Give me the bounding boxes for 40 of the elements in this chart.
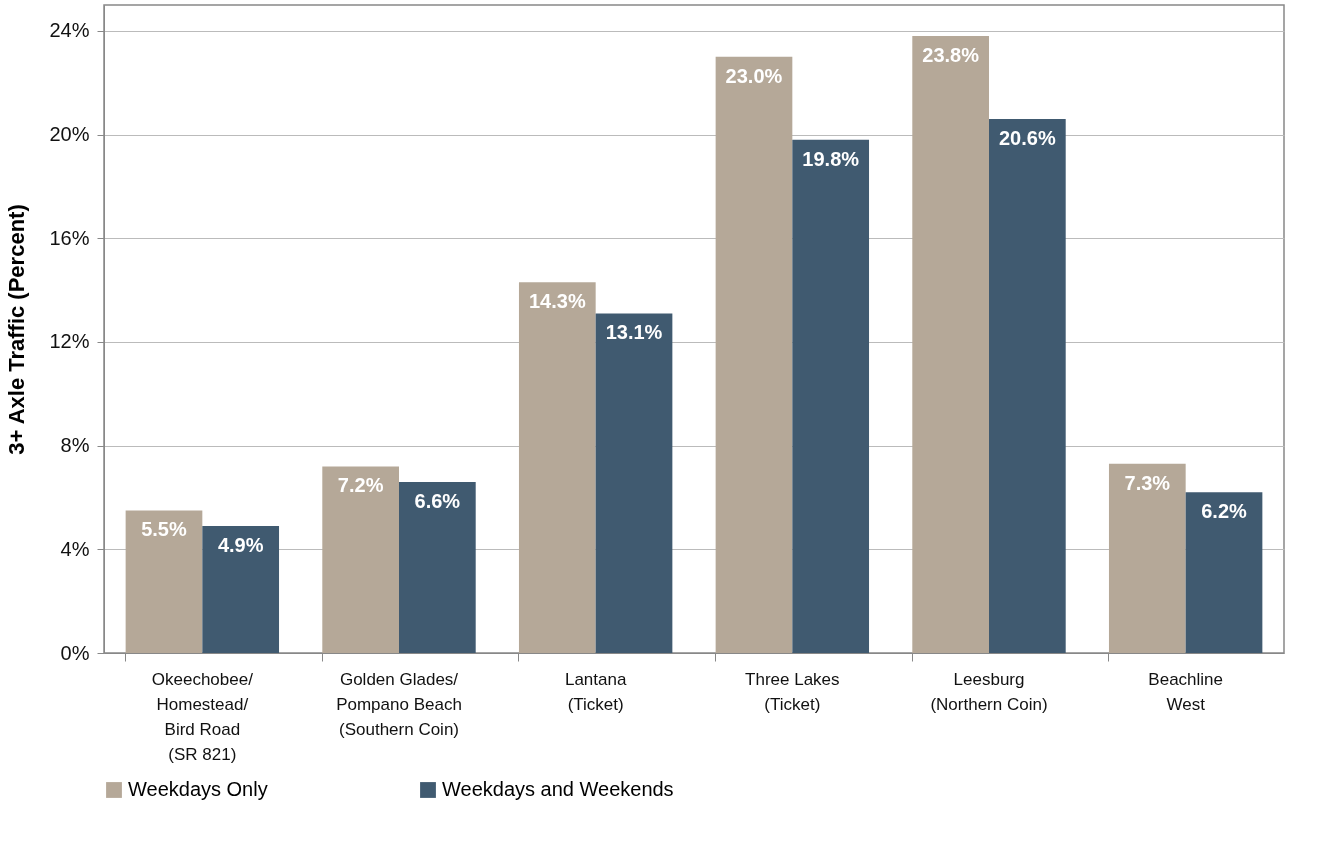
bar: [125, 510, 203, 653]
data-label: 4.9%: [217, 533, 264, 556]
bar: [202, 525, 280, 653]
data-label: 7.3%: [1124, 471, 1171, 494]
y-tick-label: 0%: [60, 641, 90, 664]
data-label: 5.5%: [141, 518, 187, 541]
x-tick-label: Lantana (Ticket): [564, 669, 627, 714]
bar: [912, 36, 989, 653]
data-label: 6.6%: [414, 489, 461, 512]
y-tick-label: 8%: [60, 434, 90, 457]
y-tick-label: 16%: [49, 226, 90, 249]
legend-label: Weekdays Only: [128, 778, 268, 800]
x-tick-label: Three Lakes (Ticket): [745, 669, 840, 714]
bar: [715, 56, 793, 653]
data-label: 23.0%: [725, 64, 783, 87]
data-label: 6.2%: [1201, 500, 1248, 523]
bar: [1108, 463, 1186, 653]
y-tick-label: 20%: [49, 123, 90, 146]
bar: [792, 139, 870, 653]
x-tick-label: Leesburg (Northern Coin): [930, 669, 1048, 714]
y-tick-label: 24%: [49, 19, 90, 42]
bar: [518, 282, 596, 653]
data-label: 14.3%: [528, 290, 586, 313]
x-tick-label: Golden Glades/ Pompano Beach (Southern Coin): [336, 669, 462, 739]
bar: [399, 481, 476, 653]
data-label: 19.8%: [802, 147, 860, 170]
data-label: 13.1%: [605, 321, 663, 344]
legend-label: Weekdays and Weekends: [442, 778, 674, 800]
x-tick-label: Beachline West: [1148, 669, 1223, 714]
x-tick-label: Okeechobee/ Homestead/ Bird Road (SR 821): [151, 669, 254, 764]
bar: [595, 313, 673, 653]
data-label: 20.6%: [998, 127, 1056, 150]
y-tick-label: 4%: [60, 537, 90, 560]
bar: [322, 466, 399, 653]
bar: [989, 119, 1066, 653]
y-tick-label: 12%: [49, 330, 90, 353]
y-axis-title: 3+ Axle Traffic (Percent): [4, 204, 30, 455]
bar: [1185, 492, 1263, 653]
data-label: 7.2%: [337, 474, 384, 497]
data-label: 23.8%: [922, 44, 980, 67]
